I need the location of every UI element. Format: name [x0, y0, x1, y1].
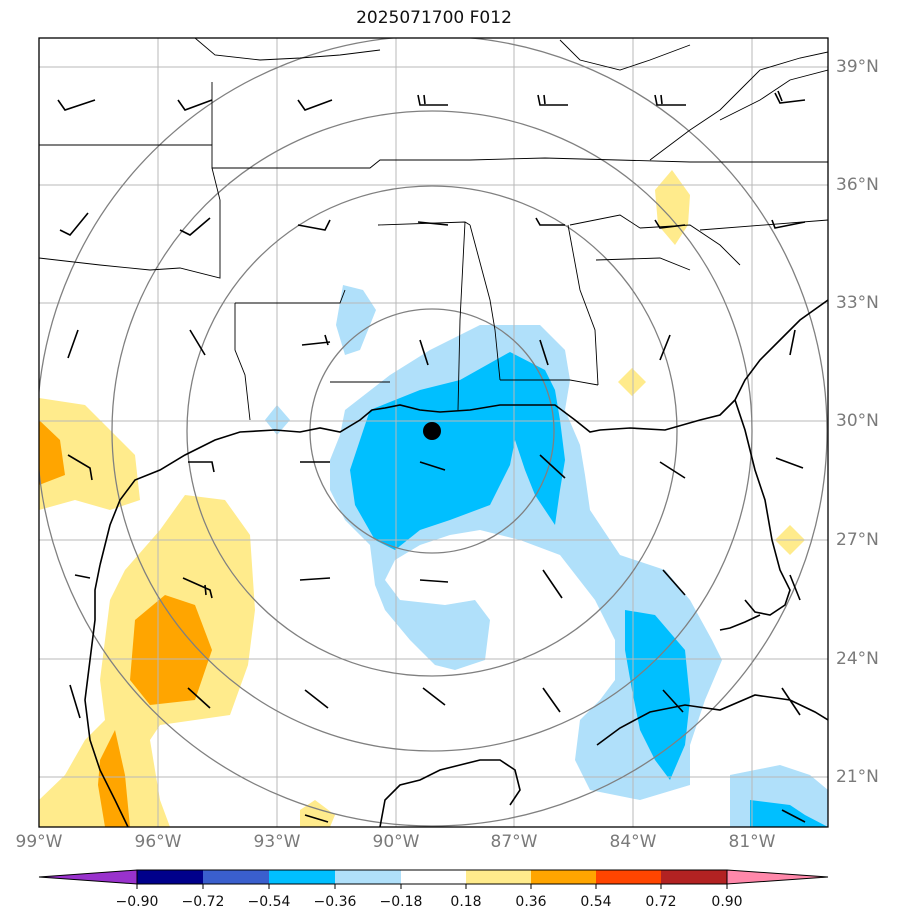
colorbar-tick-label: −0.90	[115, 894, 159, 910]
lon-label: 96°W	[134, 832, 182, 852]
colorbar-tick-label: 0.54	[580, 894, 612, 910]
colorbar-segment	[531, 870, 596, 884]
lon-label: 99°W	[15, 832, 63, 852]
colorbar-segment	[137, 870, 203, 884]
range-rings	[39, 38, 828, 827]
colorbar-segment	[335, 870, 401, 884]
warm-anomaly-core	[39, 420, 65, 485]
lat-label: 33°N	[836, 293, 879, 313]
colorbar-high-extension	[726, 869, 829, 885]
cool-anomaly-core	[625, 610, 690, 780]
map-layers	[39, 38, 828, 827]
colorbar-segment	[269, 870, 335, 884]
lon-label: 93°W	[253, 832, 301, 852]
wind-barbs	[57, 90, 806, 823]
lat-label: 36°N	[836, 175, 879, 195]
warm-anomaly-region	[618, 368, 646, 396]
map-frame	[38, 37, 829, 828]
colorbar-low-extension	[38, 869, 138, 885]
coastlines	[84, 299, 828, 827]
colorbar-tick-label: −0.72	[181, 894, 225, 910]
cool-anomaly-region	[336, 285, 376, 355]
map-title: 2025071700 F012	[356, 8, 512, 28]
colorbar-segment	[596, 870, 661, 884]
lat-label: 21°N	[836, 767, 879, 787]
warm-anomaly-core	[98, 730, 130, 827]
colorbar-segment	[203, 870, 269, 884]
colorbar	[38, 869, 829, 889]
colorbar-segment	[401, 870, 466, 884]
colorbar-tick-label: −0.36	[313, 894, 357, 910]
colorbar-segment	[466, 870, 531, 884]
lon-label: 87°W	[490, 832, 538, 852]
state-borders	[39, 38, 828, 421]
storm-center-marker	[423, 422, 441, 440]
colorbar-tick-label: −0.54	[247, 894, 291, 910]
colorbar-frame	[136, 869, 728, 885]
cool-anomaly-core	[350, 352, 565, 550]
colorbar-tick-label: 0.18	[450, 894, 482, 910]
warm-anomaly-region	[300, 800, 335, 827]
shading-field	[39, 170, 828, 827]
lon-label: 90°W	[372, 832, 420, 852]
colorbar-tick-label: −0.18	[379, 894, 423, 910]
colorbar-tick-label: 0.90	[711, 894, 743, 910]
lon-label: 84°W	[609, 832, 657, 852]
lat-label: 24°N	[836, 649, 879, 669]
lat-label: 30°N	[836, 411, 879, 431]
colorbar-tick-label: 0.72	[645, 894, 677, 910]
colorbar-segment	[661, 870, 727, 884]
lon-label: 81°W	[728, 832, 776, 852]
lat-label: 27°N	[836, 530, 879, 550]
lat-label: 39°N	[836, 57, 879, 77]
warm-anomaly-core	[130, 595, 212, 705]
warm-anomaly-region	[39, 398, 140, 510]
colorbar-tick-label: 0.36	[515, 894, 547, 910]
